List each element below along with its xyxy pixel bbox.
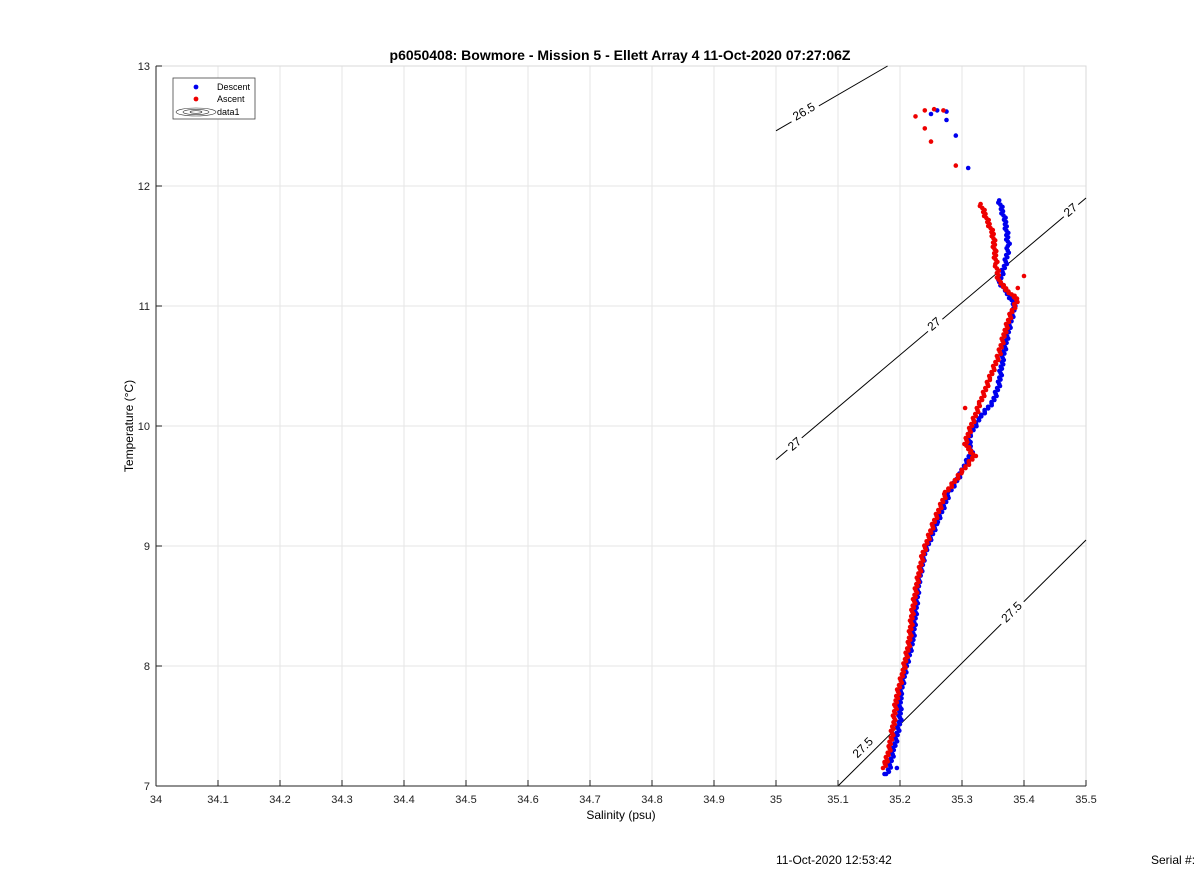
data-point-descent xyxy=(965,165,971,171)
data-point-ascent xyxy=(955,472,961,478)
x-tick-label: 34.4 xyxy=(393,794,414,806)
x-tick-label: 35 xyxy=(770,794,782,806)
legend-label-ascent: Ascent xyxy=(217,94,245,104)
data-point-ascent xyxy=(952,477,958,483)
legend-label-descent: Descent xyxy=(217,82,251,92)
data-point-ascent xyxy=(928,139,934,144)
data-point-descent xyxy=(985,404,991,410)
contour-label-bg xyxy=(782,431,807,456)
contour-line-27.5 xyxy=(837,539,1087,787)
data-point-descent xyxy=(894,765,900,771)
y-tick-label: 8 xyxy=(144,661,150,673)
data-point-ascent xyxy=(1011,301,1017,307)
contour-label-bg xyxy=(1058,197,1083,222)
data-point-ascent xyxy=(941,108,946,113)
data-point-descent xyxy=(982,407,987,413)
y-tick-label: 7 xyxy=(144,781,150,793)
data-point-ascent xyxy=(978,201,983,207)
data-point-ascent xyxy=(966,458,972,464)
x-axis-label: Salinity (psu) xyxy=(586,808,655,822)
data-point-descent xyxy=(953,133,959,138)
data-point-ascent xyxy=(962,405,968,411)
x-tick-label: 34.9 xyxy=(703,794,724,806)
axes: 34 34.1 34.2 34.3 34.4 34.5 34.6 34.7 34.8 34.9 35… xyxy=(138,61,1097,806)
legend-contour-icon xyxy=(175,107,217,117)
data-point-descent xyxy=(978,412,984,418)
data-point-descent xyxy=(996,198,1002,203)
x-tick-label: 35.4 xyxy=(1013,794,1034,806)
legend: Descent Ascent data1 xyxy=(172,77,256,120)
x-tick-label: 35.1 xyxy=(827,794,848,806)
y-tick-label: 13 xyxy=(138,61,150,73)
data-point-ascent xyxy=(942,489,948,495)
data-point-ascent xyxy=(922,108,928,113)
contour-label-bg xyxy=(994,595,1028,629)
legend-marker-descent xyxy=(193,84,199,90)
x-tick-label: 35.2 xyxy=(889,794,910,806)
x-tick-label: 34 xyxy=(150,794,162,806)
chart-title: p6050408: Bowmore - Mission 5 - Ellett A… xyxy=(390,47,851,63)
y-tick-label: 10 xyxy=(138,421,150,433)
contour-label-group: 27 xyxy=(782,431,807,456)
x-tick-label: 34.1 xyxy=(207,794,228,806)
x-tick-label: 34.7 xyxy=(579,794,600,806)
contour-label-bg xyxy=(786,96,822,126)
contour-label-group: 27 xyxy=(921,311,946,336)
contour-label-bg xyxy=(845,730,879,764)
contour-label-bg xyxy=(921,311,946,336)
x-tick-label: 34.8 xyxy=(641,794,662,806)
legend-box xyxy=(172,77,256,120)
data-point-ascent xyxy=(913,114,918,119)
x-tick-label: 34.2 xyxy=(269,794,290,806)
data-point-ascent xyxy=(963,464,968,469)
data-point-ascent xyxy=(953,163,959,168)
data-point-ascent xyxy=(1009,307,1015,313)
data-point-ascent xyxy=(949,481,954,486)
x-tick-label: 35.5 xyxy=(1075,794,1096,806)
data-points xyxy=(880,106,1027,777)
data-point-descent xyxy=(928,111,934,117)
x-tick-label: 35.3 xyxy=(951,794,972,806)
data-point-ascent xyxy=(1015,285,1021,291)
data-point-ascent xyxy=(994,353,1000,359)
y-tick-label: 11 xyxy=(139,301,150,313)
x-tick-label: 34.6 xyxy=(517,794,538,806)
x-tick-label: 34.5 xyxy=(455,794,476,806)
legend-marker-ascent xyxy=(193,96,199,102)
contour-label-group: 27 xyxy=(1058,197,1083,222)
data-point-descent xyxy=(944,117,949,123)
y-tick-label: 9 xyxy=(144,541,150,553)
data-point-ascent xyxy=(1021,273,1027,279)
legend-label-data1: data1 xyxy=(217,107,240,117)
data-point-ascent xyxy=(946,486,951,491)
footer-timestamp: 11-Oct-2020 12:53:42 xyxy=(776,853,892,867)
footer-serial: Serial #: xyxy=(1151,853,1196,867)
y-tick-label: 12 xyxy=(138,181,150,193)
data-point-descent xyxy=(882,771,887,777)
data-point-ascent xyxy=(882,759,887,765)
data-point-ascent xyxy=(922,126,928,131)
data-point-ascent xyxy=(959,467,965,473)
series-ascent xyxy=(880,106,1027,771)
x-tick-label: 34.3 xyxy=(331,794,352,806)
data-point-ascent xyxy=(931,106,937,112)
y-axis-label: Temperature (°C) xyxy=(122,380,136,472)
